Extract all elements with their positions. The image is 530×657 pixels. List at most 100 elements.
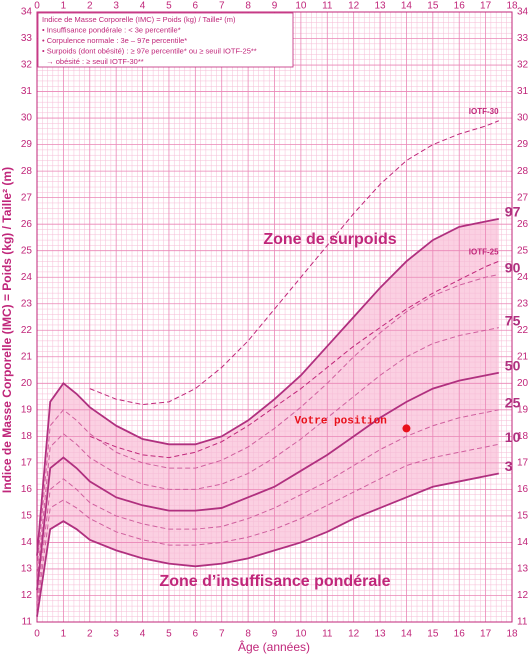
curve-label: 3 — [505, 458, 513, 474]
y-tick-label-right: 12 — [517, 590, 529, 601]
y-tick-label-right: 33 — [517, 33, 529, 44]
curve-label: 90 — [505, 259, 521, 275]
legend-line: Indice de Masse Corporelle (IMC) = Poids… — [42, 15, 236, 24]
legend-box — [37, 12, 294, 68]
legend-line: → obésité : ≥ seuil IOTF-30** — [42, 57, 144, 66]
y-tick-label: 33 — [21, 33, 33, 44]
y-tick-label: 14 — [21, 537, 33, 548]
x-tick-label: 12 — [348, 629, 360, 640]
y-tick-label: 22 — [21, 325, 33, 336]
y-tick-label: 15 — [21, 511, 33, 522]
legend-line: • Surpoids (dont obésité) : ≥ 97e percen… — [42, 46, 257, 55]
y-tick-label-right: 17 — [517, 458, 529, 469]
y-tick-label-right: 15 — [517, 511, 529, 522]
x-tick-label-top: 6 — [193, 1, 199, 12]
curve-label: 97 — [505, 204, 521, 220]
y-tick-label-right: 23 — [517, 298, 529, 309]
x-tick-label: 18 — [506, 629, 518, 640]
y-tick-label: 26 — [21, 219, 33, 230]
x-tick-label: 6 — [193, 629, 199, 640]
y-tick-label: 23 — [21, 298, 33, 309]
y-tick-label: 28 — [21, 166, 33, 177]
y-tick-label: 25 — [21, 245, 33, 256]
position-marker — [402, 424, 411, 433]
x-tick-label-top: 4 — [140, 1, 146, 12]
y-tick-label: 30 — [21, 113, 33, 124]
curve — [36, 371, 499, 591]
x-tick-label-top: 11 — [322, 1, 333, 12]
zone-label: Zone de surpoids — [263, 231, 396, 248]
x-tick-label: 17 — [480, 629, 492, 640]
x-tick-label: 2 — [87, 629, 93, 640]
x-tick-label-top: 16 — [454, 1, 466, 12]
y-tick-label: 13 — [21, 564, 33, 575]
y-tick-label-right: 29 — [517, 139, 529, 150]
y-tick-label-right: 34 — [517, 7, 529, 18]
y-tick-label: 16 — [21, 484, 33, 495]
y-tick-label-right: 16 — [517, 484, 529, 495]
y-tick-label-right: 14 — [517, 537, 529, 548]
x-tick-label: 1 — [61, 629, 67, 640]
x-tick-label: 13 — [374, 629, 386, 640]
y-tick-label-right: 24 — [517, 272, 529, 283]
x-tick-label: 16 — [454, 629, 466, 640]
y-tick-label-right: 30 — [517, 113, 529, 124]
x-tick-label-top: 0 — [34, 1, 40, 12]
y-tick-label: 12 — [21, 590, 33, 601]
curve — [36, 274, 499, 570]
x-tick-label: 15 — [427, 629, 439, 640]
x-tick-label-top: 15 — [427, 1, 439, 12]
curve-label: 50 — [505, 357, 521, 373]
y-axis-label: Indice de Masse Corporelle (IMC) = Poids… — [0, 167, 14, 493]
y-tick-label-right: 11 — [517, 617, 528, 628]
y-tick-label-right: 31 — [517, 86, 529, 97]
y-tick-label: 31 — [21, 86, 33, 97]
x-tick-label: 11 — [322, 629, 333, 640]
curve — [36, 327, 499, 580]
x-tick-label: 4 — [140, 629, 146, 640]
plot-frame — [36, 11, 513, 623]
y-tick-label-right: 28 — [517, 166, 529, 177]
position-label: Votre position — [294, 415, 386, 427]
y-tick-label: 27 — [21, 192, 33, 203]
curve-label: 10 — [505, 429, 521, 445]
curve — [36, 409, 499, 601]
x-tick-label-top: 12 — [348, 1, 360, 12]
y-tick-label: 24 — [21, 272, 33, 283]
y-tick-label-right: 21 — [517, 351, 529, 362]
y-tick-label: 20 — [21, 378, 33, 389]
x-tick-label: 5 — [166, 629, 172, 640]
x-tick-label-top: 18 — [506, 1, 518, 12]
x-tick-label-top: 2 — [87, 1, 93, 12]
y-tick-label-right: 19 — [517, 404, 529, 415]
y-tick-label: 11 — [22, 617, 33, 628]
x-tick-label-top: 13 — [374, 1, 386, 12]
x-tick-label: 3 — [113, 629, 119, 640]
x-tick-label-top: 8 — [245, 1, 251, 12]
legend-line: • Insuffisance pondérale : < 3e percenti… — [42, 25, 181, 34]
x-tick-label-top: 5 — [166, 1, 172, 12]
x-tick-label: 14 — [401, 629, 413, 640]
x-tick-label-top: 17 — [480, 1, 492, 12]
x-tick-label: 7 — [219, 629, 225, 640]
curve — [89, 260, 499, 459]
x-tick-label-top: 3 — [113, 1, 119, 12]
curve — [36, 443, 499, 609]
x-tick-label-top: 1 — [61, 1, 67, 12]
y-tick-label-right: 26 — [517, 219, 529, 230]
y-tick-label-right: 20 — [517, 378, 529, 389]
x-tick-label: 9 — [272, 629, 278, 640]
y-tick-label: 29 — [21, 139, 33, 150]
y-tick-label: 21 — [21, 351, 33, 362]
x-tick-label-top: 14 — [401, 1, 413, 12]
y-tick-label: 34 — [21, 7, 33, 18]
x-tick-label: 8 — [245, 629, 251, 640]
curve — [36, 472, 499, 617]
y-tick-label-right: 32 — [517, 60, 529, 71]
y-tick-label-right: 18 — [517, 431, 529, 442]
x-axis-label: Âge (années) — [238, 639, 310, 654]
legend-line: • Corpulence normale : 3e – 97e percenti… — [42, 36, 187, 45]
curve-label: IOTF-30 — [469, 107, 499, 116]
y-tick-label: 32 — [21, 60, 33, 71]
